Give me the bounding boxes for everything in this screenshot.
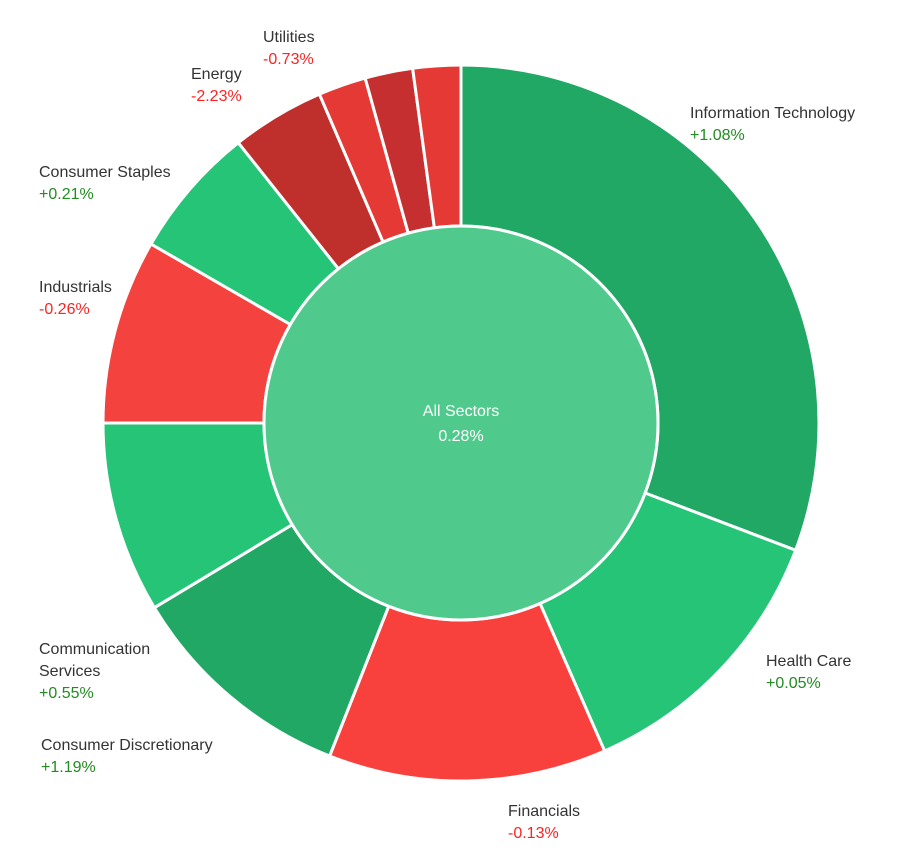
label-name-communication-services-line1: Communication [39, 641, 150, 658]
label-value-energy: -2.23% [191, 88, 242, 105]
label-value-information-technology: +1.08% [690, 127, 745, 144]
label-name-financials: Financials [508, 803, 580, 820]
center-value: 0.28% [438, 428, 483, 445]
sector-labels: Information Technology +1.08% Health Care +… [39, 29, 855, 842]
center-disc [262, 224, 660, 622]
label-name-utilities: Utilities [263, 29, 315, 46]
label-value-industrials: -0.26% [39, 301, 90, 318]
label-name-information-technology: Information Technology [690, 105, 855, 122]
label-value-health-care: +0.05% [766, 675, 821, 692]
label-name-health-care: Health Care [766, 653, 851, 670]
label-name-industrials: Industrials [39, 279, 112, 296]
label-name-communication-services-line2: Services [39, 663, 100, 680]
label-value-consumer-discretionary: +1.19% [41, 759, 96, 776]
label-name-energy: Energy [191, 66, 242, 83]
label-value-consumer-staples: +0.21% [39, 186, 94, 203]
label-value-utilities: -0.73% [263, 51, 314, 68]
label-value-communication-services: +0.55% [39, 685, 94, 702]
sector-slices [101, 63, 821, 783]
label-name-consumer-discretionary: Consumer Discretionary [41, 737, 213, 754]
label-value-financials: -0.13% [508, 825, 559, 842]
center-label: All Sectors [423, 403, 499, 420]
label-name-consumer-staples: Consumer Staples [39, 164, 171, 181]
